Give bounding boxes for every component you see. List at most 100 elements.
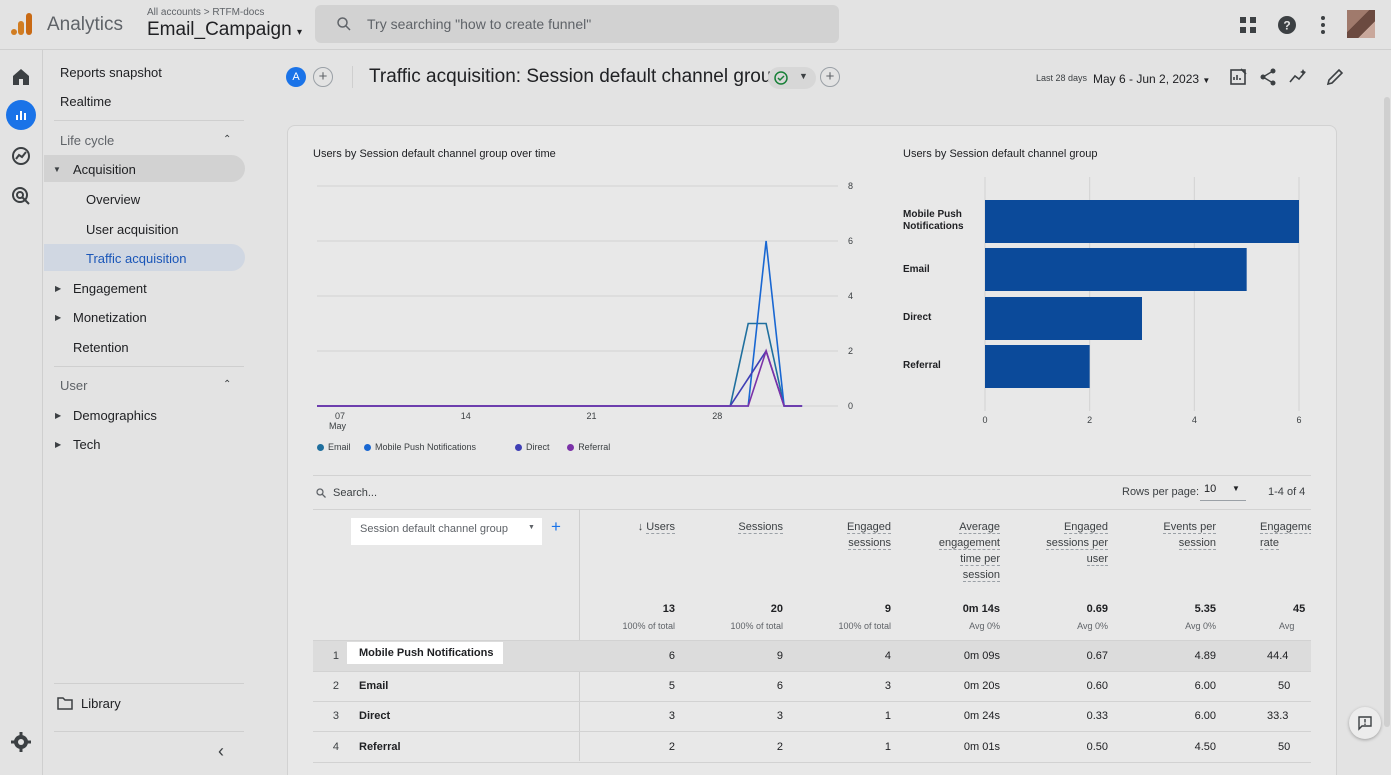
series-line: [317, 348, 803, 407]
col-header-engagement-rate[interactable]: Engagement rate: [1260, 519, 1311, 551]
user-avatar[interactable]: [1347, 10, 1375, 38]
table-search-input[interactable]: Search...: [333, 487, 378, 499]
column-total: 5.35: [1194, 603, 1216, 615]
pagination-info: 1-4 of 4: [1268, 486, 1306, 498]
explore-icon[interactable]: [9, 144, 33, 168]
check-circle-icon: [774, 71, 788, 85]
col-header-label: Engaged sessions: [846, 521, 891, 550]
column-total: 9: [884, 603, 891, 615]
bar[interactable]: [985, 297, 1142, 340]
table-cell: 44.4: [1267, 650, 1289, 662]
nav-retention[interactable]: Retention: [73, 340, 129, 355]
row-divider: [313, 731, 1311, 732]
sidebar-divider: [54, 683, 244, 684]
legend-item[interactable]: Mobile Push Notifications: [364, 442, 476, 452]
caret-down-icon: ▼: [1202, 76, 1211, 85]
col-header-avg-engagement-time[interactable]: Average engagement time per session: [930, 519, 1000, 583]
legend-dot: [364, 444, 371, 451]
row-dimension-value[interactable]: Referral: [359, 741, 401, 753]
table-cell: 33.3: [1267, 710, 1289, 722]
search-input[interactable]: [367, 13, 807, 35]
table-cell: 0m 09s: [963, 650, 1000, 662]
x-tick-label: 21: [586, 411, 596, 421]
global-search[interactable]: [315, 5, 839, 43]
dimension-selector[interactable]: Session default channel group ▼: [351, 518, 542, 545]
home-icon[interactable]: [9, 65, 33, 89]
add-dimension-icon[interactable]: +: [551, 517, 561, 536]
add-comparison-icon[interactable]: +: [313, 67, 333, 87]
report-status-dropdown[interactable]: ▼: [768, 67, 816, 89]
insights-icon[interactable]: [1288, 67, 1308, 87]
legend-item[interactable]: Referral: [567, 442, 610, 452]
nav-traffic-acquisition[interactable]: [44, 244, 245, 271]
row-dimension-value[interactable]: Direct: [359, 710, 391, 722]
bar[interactable]: [985, 248, 1247, 291]
nav-user-acquisition[interactable]: User acquisition: [86, 222, 179, 237]
chevron-up-icon[interactable]: ⌃: [223, 379, 232, 390]
page-scrollbar[interactable]: [1384, 97, 1390, 727]
line-chart-legend: Email Mobile Push Notifications Direct Refe…: [317, 442, 877, 456]
rows-per-page-select[interactable]: 10 ▼: [1200, 483, 1246, 501]
legend-dot: [515, 444, 522, 451]
nav-monetization[interactable]: Monetization: [73, 310, 147, 325]
collapse-sidebar-icon[interactable]: ‹: [218, 741, 224, 761]
bar-label: Email: [903, 264, 930, 275]
col-header-engaged-sessions[interactable]: Engaged sessions: [831, 519, 891, 551]
col-header-events-per-session[interactable]: Events per session: [1150, 519, 1216, 551]
advertising-icon[interactable]: [9, 184, 33, 208]
feedback-button[interactable]: [1349, 707, 1381, 739]
row-dimension-value[interactable]: Mobile Push Notifications: [347, 642, 504, 664]
nav-demographics[interactable]: Demographics: [73, 408, 157, 423]
search-icon: [337, 17, 351, 31]
nav-overview[interactable]: Overview: [86, 192, 141, 207]
bar[interactable]: [985, 200, 1299, 243]
legend-item[interactable]: Direct: [515, 442, 550, 452]
nav-library[interactable]: Library: [81, 696, 121, 711]
row-dimension-value[interactable]: Email: [359, 680, 389, 692]
col-header-users[interactable]: ↓ Users: [600, 519, 675, 535]
y-tick-label: 4: [848, 291, 853, 301]
date-range-selector[interactable]: May 6 - Jun 2, 2023 ▼: [1093, 72, 1210, 86]
column-total: 45: [1293, 603, 1306, 615]
nav-realtime[interactable]: Realtime: [60, 94, 112, 109]
chevron-up-icon[interactable]: ⌃: [223, 134, 232, 145]
x-tick-label: 14: [461, 411, 471, 421]
comparison-avatar[interactable]: A: [286, 67, 306, 87]
nav-reports-snapshot[interactable]: Reports snapshot: [60, 65, 162, 80]
table-cell: 50: [1278, 741, 1291, 753]
more-vert-icon[interactable]: [1311, 13, 1335, 37]
apps-grid-icon[interactable]: [1236, 13, 1260, 37]
col-header-label: Users: [646, 521, 675, 534]
legend-item[interactable]: Email: [317, 442, 351, 452]
nav-tech[interactable]: Tech: [73, 437, 101, 452]
table-cell: 0m 20s: [963, 680, 1000, 692]
feedback-icon: [1358, 716, 1372, 731]
col-header-engaged-sessions-per-user[interactable]: Engaged sessions per user: [1030, 519, 1108, 567]
row-divider: [313, 701, 1311, 702]
edit-pencil-icon[interactable]: [1325, 67, 1345, 87]
col-header-sessions[interactable]: Sessions: [700, 519, 783, 535]
section-user[interactable]: User: [60, 378, 88, 393]
nav-acquisition[interactable]: [44, 155, 245, 182]
legend-dot: [317, 444, 324, 451]
table-cell: 2: [776, 741, 783, 753]
section-lifecycle[interactable]: Life cycle: [60, 133, 115, 148]
table-cell: 9: [776, 650, 783, 662]
row-number: 4: [332, 741, 339, 753]
bar[interactable]: [985, 345, 1090, 388]
column-total: 0.69: [1086, 603, 1108, 615]
help-icon[interactable]: ?: [1275, 13, 1299, 37]
app-name: Analytics: [47, 14, 124, 35]
analytics-logo-icon[interactable]: [10, 12, 34, 36]
col-header-label: Events per session: [1163, 521, 1216, 550]
add-filter-icon[interactable]: +: [820, 67, 840, 87]
nav-engagement[interactable]: Engagement: [73, 281, 147, 296]
x-tick-label: 0: [982, 415, 987, 425]
table-cell: 0m 24s: [963, 710, 1000, 722]
share-icon[interactable]: [1258, 67, 1278, 87]
x-sub-label: May: [329, 421, 347, 431]
account-breadcrumb[interactable]: All accounts > RTFM-docs: [147, 7, 265, 18]
settings-gear-icon[interactable]: [9, 730, 33, 754]
property-selector[interactable]: Email_Campaign ▾: [147, 19, 302, 41]
customize-report-icon[interactable]: [1228, 67, 1248, 87]
